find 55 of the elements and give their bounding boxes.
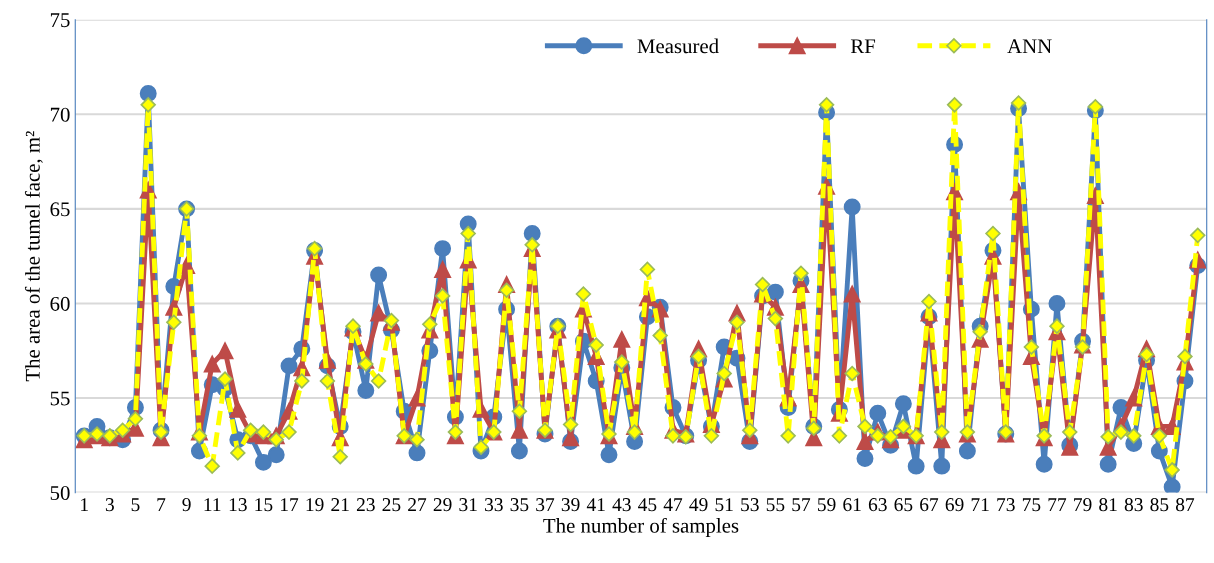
x-tick-label: 15 <box>255 498 273 512</box>
y-tick-label: 70 <box>50 107 70 122</box>
x-tick-label: 19 <box>306 498 324 512</box>
y-tick-label: 75 <box>50 13 70 28</box>
x-tick-label: 21 <box>331 498 349 511</box>
x-tick-label: 7 <box>157 498 166 511</box>
x-tick-label: 39 <box>561 498 580 512</box>
y-tick-label: 55 <box>50 391 70 406</box>
x-tick-label: 69 <box>945 498 964 512</box>
x-tick-label: 57 <box>792 498 811 512</box>
x-tick-label: 67 <box>920 498 939 512</box>
legend-label: RF <box>850 39 876 54</box>
x-tick-label: 85 <box>1150 498 1169 512</box>
y-tick-label: 50 <box>50 486 70 501</box>
x-tick-label: 9 <box>182 498 191 512</box>
x-tick-label: 23 <box>356 498 375 512</box>
x-tick-label: 33 <box>485 498 503 512</box>
x-tick-label: 65 <box>894 498 913 512</box>
x-tick-label: 79 <box>1074 498 1092 512</box>
x-tick-label: 3 <box>105 498 114 512</box>
x-tick-label: 71 <box>971 498 989 511</box>
x-tick-label: 13 <box>229 498 247 512</box>
x-tick-label: 81 <box>1099 498 1117 512</box>
x-tick-label: 11 <box>204 498 221 511</box>
x-tick-label: 47 <box>663 498 683 511</box>
x-tick-label: 87 <box>1175 498 1195 512</box>
y-tick-label: 60 <box>50 296 70 311</box>
x-tick-label: 73 <box>997 498 1015 512</box>
x-tick-label: 1 <box>81 498 88 511</box>
x-tick-label: 75 <box>1022 498 1041 512</box>
y-axis-title: The area of the tumel face, m² <box>24 131 43 382</box>
legend-label: ANN <box>1007 39 1052 54</box>
x-tick-label: 55 <box>766 498 785 512</box>
x-tick-label: 51 <box>715 498 733 512</box>
x-tick-label: 31 <box>459 498 477 512</box>
x-tick-label: 27 <box>408 498 427 511</box>
x-tick-label: 59 <box>817 498 836 512</box>
x-tick-label: 17 <box>281 498 299 511</box>
x-tick-label: 37 <box>536 498 555 512</box>
legend-label: Measured <box>637 38 719 54</box>
x-tick-label: 45 <box>638 498 657 512</box>
x-tick-label: 29 <box>433 498 452 512</box>
x-tick-label: 43 <box>612 498 631 512</box>
x-tick-label: 25 <box>382 498 401 512</box>
x-tick-label: 61 <box>843 498 861 512</box>
x-tick-label: 53 <box>741 498 759 512</box>
x-tick-label: 41 <box>586 498 605 511</box>
x-tick-label: 35 <box>510 498 529 512</box>
x-tick-label: 77 <box>1048 498 1067 511</box>
x-tick-label: 83 <box>1124 498 1143 512</box>
x-tick-label: 63 <box>868 498 887 512</box>
x-tick-label: 5 <box>131 498 140 512</box>
x-axis-title: The number of samples <box>543 517 739 537</box>
x-tick-label: 49 <box>689 498 708 512</box>
y-tick-label: 65 <box>50 202 70 217</box>
